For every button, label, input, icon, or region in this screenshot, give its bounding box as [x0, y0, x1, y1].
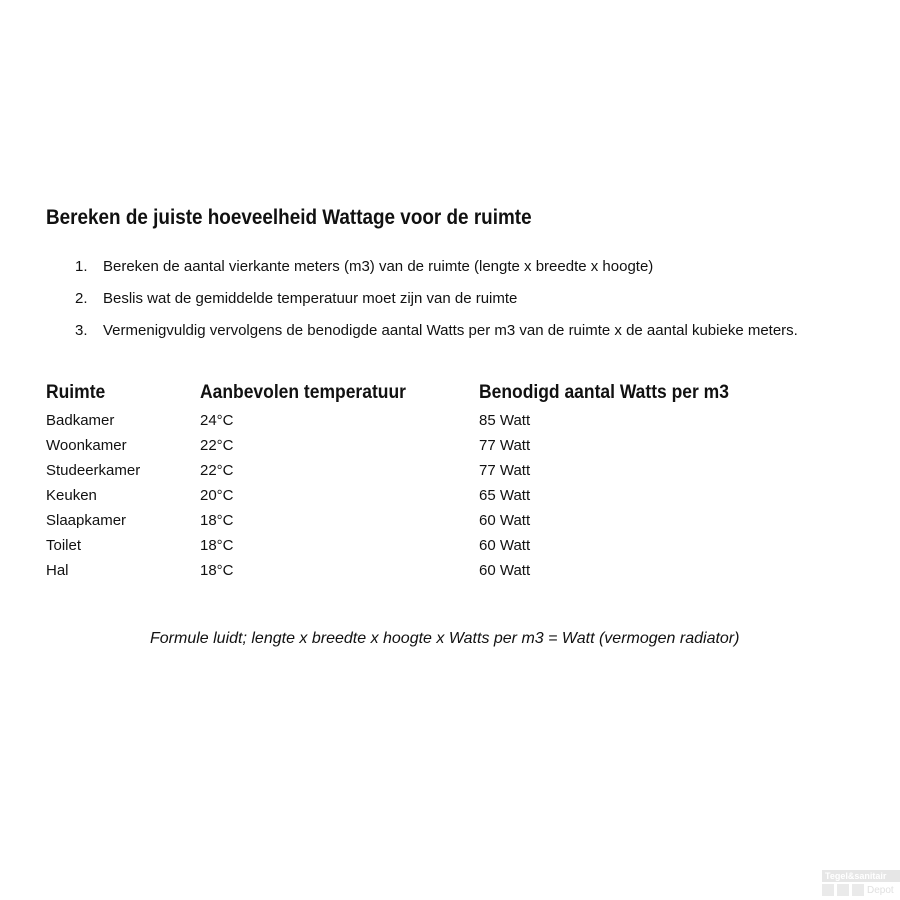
temperature-cell: 24°C [200, 412, 234, 429]
list-item: 1. Bereken de aantal vierkante meters (m3… [75, 258, 798, 290]
watts-cell: 85 Watt [479, 412, 531, 429]
room-cell: Woonkamer [46, 437, 127, 454]
list-item: 3. Vermenigvuldig vervolgens de benodigde… [75, 322, 798, 354]
temperature-cell: 22°C [200, 437, 234, 454]
square-icon [837, 884, 849, 896]
watts-cell: 77 Watt [479, 437, 531, 454]
temperature-cell: 22°C [200, 462, 234, 479]
step-text: Beslis wat de gemiddelde temperatuur moe… [103, 290, 518, 307]
square-icon [852, 884, 864, 896]
room-cell: Badkamer [46, 412, 115, 429]
temperature-cell: 18°C [200, 537, 234, 554]
watts-cell: 60 Watt [479, 537, 531, 554]
room-cell: Hal [46, 562, 69, 579]
room-cell: Slaapkamer [46, 512, 127, 529]
watermark-depot: Depot [867, 884, 894, 896]
step-text: Vermenigvuldig vervolgens de benodigde a… [103, 322, 798, 339]
drop-icon [822, 884, 834, 896]
header-watts: Benodigd aantal Watts per m3 [479, 382, 729, 403]
header-temperatuur: Aanbevolen temperatuur [200, 382, 406, 403]
temperature-cell: 20°C [200, 487, 234, 504]
watts-cell: 60 Watt [479, 562, 531, 579]
watts-cell: 65 Watt [479, 487, 531, 504]
step-number: 1. [75, 258, 88, 275]
temperature-cell: 18°C [200, 512, 234, 529]
watermark-logo: Tegel&sanitair Depot [822, 870, 900, 896]
watts-cell: 77 Watt [479, 462, 531, 479]
list-item: 2. Beslis wat de gemiddelde temperatuur m… [75, 290, 798, 322]
formula-text: Formule luidt; lengte x breedte x hoogte… [150, 630, 740, 647]
step-number: 2. [75, 290, 88, 307]
watermark-brand: Tegel&sanitair [822, 870, 900, 882]
steps-list: 1. Bereken de aantal vierkante meters (m3… [75, 258, 798, 354]
step-text: Bereken de aantal vierkante meters (m3) … [103, 258, 654, 275]
room-cell: Toilet [46, 537, 82, 554]
header-ruimte: Ruimte [46, 382, 106, 403]
room-cell: Keuken [46, 487, 97, 504]
step-number: 3. [75, 322, 88, 339]
watts-cell: 60 Watt [479, 512, 531, 529]
temperature-cell: 18°C [200, 562, 234, 579]
page-title: Bereken de juiste hoeveelheid Wattage vo… [46, 206, 532, 229]
room-cell: Studeerkamer [46, 462, 141, 479]
